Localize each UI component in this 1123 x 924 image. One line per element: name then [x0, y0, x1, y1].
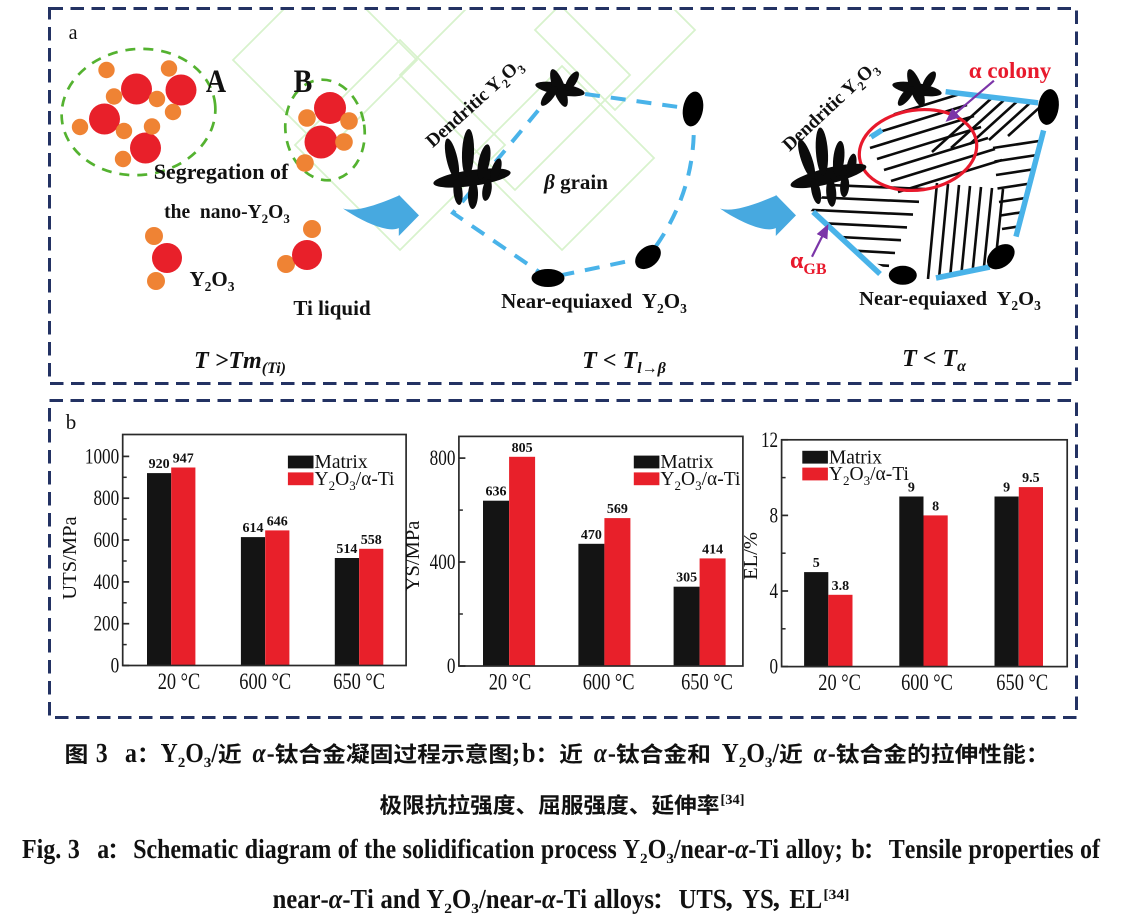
- svg-text:12: 12: [761, 428, 778, 453]
- svg-text:947: 947: [173, 451, 194, 466]
- svg-text:9: 9: [908, 481, 915, 496]
- svg-text:b: b: [66, 410, 77, 434]
- svg-text:400: 400: [430, 550, 456, 575]
- svg-text:805: 805: [512, 441, 533, 456]
- svg-text:5: 5: [813, 556, 820, 571]
- svg-text:614: 614: [243, 521, 264, 536]
- svg-text:8: 8: [932, 499, 939, 514]
- svg-text:Y2O3/α-Ti: Y2O3/α-Ti: [660, 469, 741, 493]
- svg-text:Y2O3/α-Ti: Y2O3/α-Ti: [315, 469, 396, 493]
- svg-text:B: B: [294, 63, 313, 100]
- svg-text:T < Tα: T < Tα: [902, 346, 967, 375]
- svg-text:3.8: 3.8: [832, 579, 850, 594]
- svg-text:646: 646: [267, 514, 288, 529]
- svg-text:Y2O3/α-Ti: Y2O3/α-Ti: [829, 464, 910, 488]
- svg-text:600 °C: 600 °C: [583, 669, 635, 696]
- svg-text:20 °C: 20 °C: [489, 669, 532, 696]
- svg-text:650 °C: 650 °C: [996, 669, 1048, 696]
- svg-text:600 °C: 600 °C: [901, 669, 953, 696]
- svg-text:T >Tm(Ti): T >Tm(Ti): [194, 348, 286, 377]
- svg-text:414: 414: [702, 542, 723, 557]
- svg-text:Matrix: Matrix: [829, 447, 882, 468]
- svg-text:0: 0: [447, 654, 456, 679]
- svg-text:0: 0: [770, 655, 779, 680]
- svg-text:Near-equiaxed Y2O3: Near-equiaxed Y2O3: [501, 289, 687, 316]
- svg-text:9: 9: [1003, 481, 1010, 496]
- svg-text:569: 569: [607, 502, 628, 517]
- svg-text:650 °C: 650 °C: [333, 668, 385, 695]
- svg-text:4: 4: [770, 579, 779, 604]
- svg-text:800: 800: [430, 446, 456, 471]
- svg-text:Ti liquid: Ti liquid: [293, 296, 371, 320]
- svg-text:Near-equiaxed Y2O3: Near-equiaxed Y2O3: [859, 288, 1041, 313]
- svg-text:EL/%: EL/%: [740, 532, 762, 580]
- svg-text:the nano-Y2O3: the nano-Y2O3: [164, 202, 290, 226]
- svg-text:a: a: [69, 22, 78, 44]
- svg-text:Matrix: Matrix: [315, 452, 368, 473]
- svg-text:800: 800: [93, 486, 119, 511]
- svg-text:20 °C: 20 °C: [158, 668, 201, 695]
- svg-text:Y2O3: Y2O3: [189, 267, 234, 294]
- svg-text:YS/MPa: YS/MPa: [402, 521, 424, 592]
- svg-text:600: 600: [93, 528, 119, 553]
- svg-text:636: 636: [486, 485, 507, 500]
- svg-text:920: 920: [149, 457, 170, 472]
- svg-text:Matrix: Matrix: [660, 452, 713, 473]
- svg-text:UTS/MPa: UTS/MPa: [59, 516, 81, 599]
- svg-text:200: 200: [93, 612, 119, 637]
- svg-text:8: 8: [770, 503, 779, 528]
- svg-text:400: 400: [93, 570, 119, 595]
- svg-text:600 °C: 600 °C: [239, 668, 291, 695]
- svg-text:β grain: β grain: [543, 170, 608, 194]
- svg-text:α colony: α colony: [969, 58, 1052, 83]
- svg-text:650 °C: 650 °C: [681, 669, 733, 696]
- svg-text:514: 514: [336, 542, 357, 557]
- svg-text:1000: 1000: [85, 444, 119, 469]
- svg-text:305: 305: [676, 571, 697, 586]
- svg-text:Segregation of: Segregation of: [154, 159, 289, 184]
- svg-text:470: 470: [581, 528, 602, 543]
- svg-text:20 °C: 20 °C: [818, 669, 861, 696]
- svg-text:558: 558: [361, 533, 382, 548]
- svg-text:T < Tl→β: T < Tl→β: [582, 348, 666, 377]
- svg-text:0: 0: [111, 654, 120, 679]
- svg-text:A: A: [206, 63, 226, 100]
- svg-text:9.5: 9.5: [1022, 471, 1040, 486]
